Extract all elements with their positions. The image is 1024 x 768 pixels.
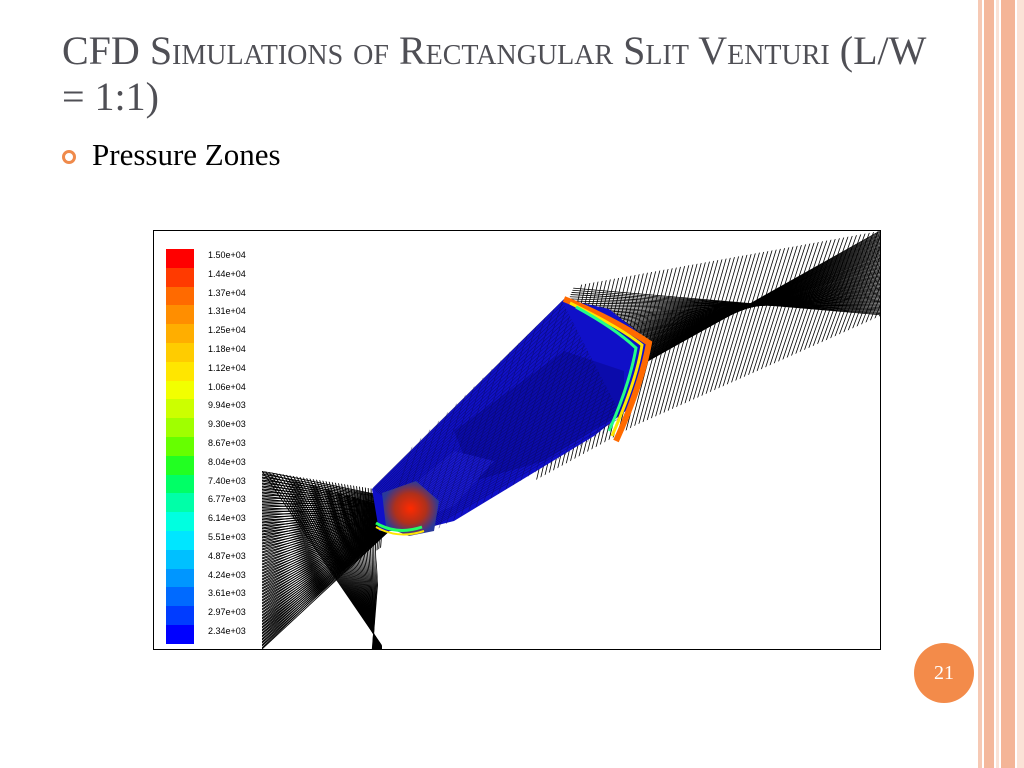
- legend-label: 8.67e+03: [208, 438, 246, 448]
- legend-swatch: [166, 455, 194, 475]
- legend-label: 6.14e+03: [208, 513, 246, 524]
- legend-swatch: [166, 587, 194, 607]
- color-scale-legend: 1.50e+04 1.44e+04 1.37e+04 1.31e+04 1.25e+04…: [166, 249, 256, 644]
- legend-label: 7.40e+03: [208, 475, 246, 486]
- legend-swatch: [166, 512, 194, 532]
- legend-swatch: [166, 286, 194, 306]
- legend-label: 2.97e+03: [208, 607, 246, 618]
- legend-swatch: [166, 343, 194, 362]
- decorative-stripe: [1001, 0, 1015, 768]
- decorative-stripe: [984, 0, 994, 768]
- page-number-badge: 21: [914, 643, 974, 703]
- legend-label: 1.06e+04: [208, 381, 246, 392]
- legend-swatch: [166, 474, 194, 494]
- decorative-stripe: [1017, 0, 1024, 768]
- legend-swatch: [166, 305, 194, 325]
- decorative-stripe: [978, 0, 982, 768]
- legend-label: 1.25e+04: [208, 325, 246, 336]
- legend-label: 4.87e+03: [208, 550, 246, 561]
- legend-label: 3.61e+03: [208, 588, 246, 599]
- legend-label: 1.12e+04: [208, 362, 246, 373]
- pressure-front-band: [562, 296, 653, 443]
- legend-swatch: [166, 361, 194, 381]
- bullet-circle-icon: [62, 150, 76, 164]
- legend-label: 4.24e+03: [208, 569, 246, 580]
- legend-swatch: [166, 493, 194, 513]
- legend-swatch: [166, 324, 194, 344]
- legend-label: 1.37e+04: [208, 287, 246, 298]
- legend-swatch: [166, 549, 194, 569]
- legend-swatch: [166, 568, 194, 588]
- legend-swatch: [166, 625, 194, 644]
- legend-swatch: [166, 606, 194, 626]
- venturi-mesh-plot: [262, 231, 880, 649]
- legend-label: 1.31e+04: [208, 306, 246, 317]
- legend-label: 1.50e+04: [208, 250, 246, 260]
- legend-label: 8.04e+03: [208, 456, 246, 467]
- legend-swatch: [166, 418, 194, 438]
- legend-swatch: [166, 380, 194, 400]
- legend-swatch: [166, 249, 194, 268]
- legend-swatch: [166, 437, 194, 456]
- legend-label: 9.94e+03: [208, 400, 246, 411]
- legend-swatch: [166, 399, 194, 419]
- legend-label: 9.30e+03: [208, 419, 246, 430]
- legend-label: 2.34e+03: [208, 626, 246, 636]
- slide-title: CFD Simulations of Rectangular Slit Vent…: [62, 28, 926, 119]
- throat-high-pressure-zone: [382, 481, 439, 536]
- legend-label: 1.18e+04: [208, 344, 246, 354]
- legend-label: 1.44e+04: [208, 268, 246, 279]
- bullet-text: Pressure Zones: [92, 137, 281, 172]
- legend-swatch: [166, 531, 194, 550]
- legend-swatch: [166, 267, 194, 287]
- decorative-stripe: [996, 0, 999, 768]
- legend-label: 5.51e+03: [208, 532, 246, 542]
- legend-label: 6.77e+03: [208, 494, 246, 505]
- cfd-pressure-contour-figure: 1.50e+04 1.44e+04 1.37e+04 1.31e+04 1.25e+04…: [153, 230, 881, 650]
